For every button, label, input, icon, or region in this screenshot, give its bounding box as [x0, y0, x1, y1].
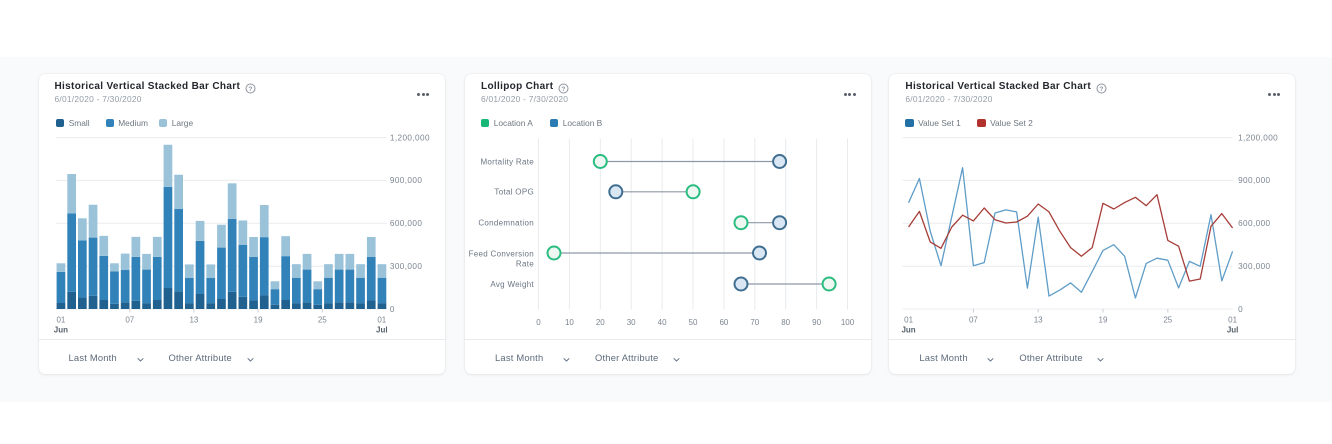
svg-text:900,000: 900,000	[1238, 176, 1270, 185]
svg-text:01: 01	[1229, 315, 1238, 324]
svg-text:600,000: 600,000	[1238, 219, 1270, 228]
svg-text:25: 25	[317, 315, 326, 324]
svg-text:Jun: Jun	[53, 326, 67, 335]
svg-text:100: 100	[841, 318, 855, 327]
svg-text:13: 13	[189, 315, 198, 324]
svg-text:90: 90	[812, 318, 821, 327]
svg-text:0: 0	[389, 305, 394, 314]
svg-text:0: 0	[536, 318, 541, 327]
svg-text:Rate: Rate	[516, 259, 534, 268]
svg-text:1,200,000: 1,200,000	[389, 133, 429, 142]
svg-text:Jul: Jul	[376, 326, 388, 335]
svg-text:01: 01	[905, 315, 914, 324]
svg-text:0: 0	[1238, 305, 1243, 314]
svg-text:Condemnation: Condemnation	[478, 219, 534, 228]
svg-text:50: 50	[689, 318, 698, 327]
svg-text:Avg Weight: Avg Weight	[490, 280, 534, 289]
svg-text:13: 13	[1034, 315, 1043, 324]
svg-text:?: ?	[1099, 86, 1103, 93]
svg-text:300,000: 300,000	[389, 262, 421, 271]
svg-text:40: 40	[658, 318, 667, 327]
svg-text:80: 80	[781, 318, 790, 327]
svg-text:01: 01	[377, 315, 386, 324]
svg-text:900,000: 900,000	[389, 176, 421, 185]
svg-text:Total OPG: Total OPG	[494, 188, 534, 197]
svg-text:30: 30	[627, 318, 636, 327]
svg-text:1,200,000: 1,200,000	[1238, 133, 1278, 142]
svg-text:Jul: Jul	[1227, 326, 1239, 335]
svg-text:19: 19	[253, 315, 262, 324]
svg-text:20: 20	[596, 318, 605, 327]
svg-text:600,000: 600,000	[389, 219, 421, 228]
svg-text:01: 01	[56, 315, 65, 324]
svg-text:Jun: Jun	[902, 326, 916, 335]
svg-text:Mortality Rate: Mortality Rate	[480, 157, 534, 166]
svg-text:?: ?	[248, 86, 252, 93]
svg-text:Feed Conversion: Feed Conversion	[469, 249, 534, 258]
svg-text:07: 07	[125, 315, 134, 324]
svg-text:?: ?	[562, 86, 566, 93]
svg-text:300,000: 300,000	[1238, 262, 1270, 271]
svg-text:25: 25	[1164, 315, 1173, 324]
svg-text:10: 10	[565, 318, 574, 327]
svg-text:70: 70	[750, 318, 759, 327]
svg-text:19: 19	[1099, 315, 1108, 324]
svg-text:60: 60	[719, 318, 728, 327]
svg-text:07: 07	[969, 315, 978, 324]
